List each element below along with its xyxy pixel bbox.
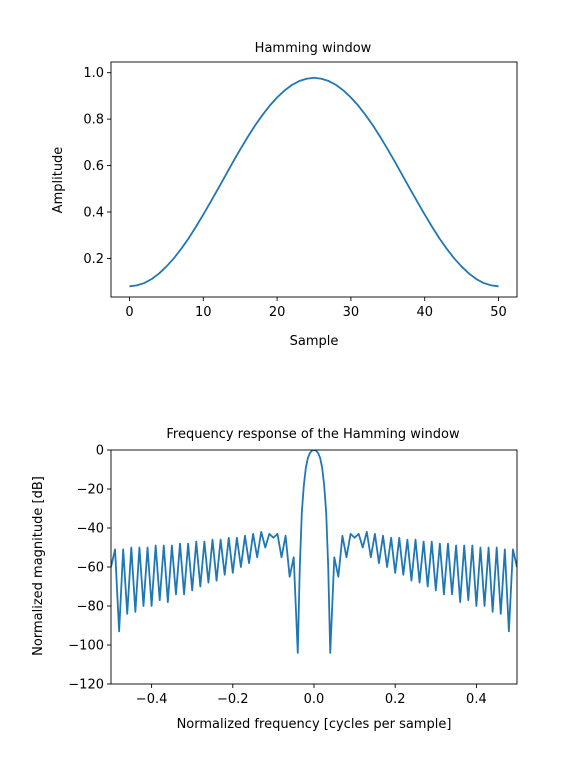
series-line	[129, 76, 499, 288]
y-tick-label: 0.8	[83, 113, 104, 128]
y-axis-label: Normalized magnitude [dB]	[31, 476, 46, 656]
y-tick-label: 0.6	[83, 159, 104, 174]
x-tick-label: −0.2	[217, 692, 249, 707]
plot-area	[111, 450, 517, 654]
frequency-response-chart: Frequency response of the Hamming window…	[31, 427, 518, 732]
series-line	[111, 450, 517, 654]
axes-frame	[110, 449, 518, 685]
y-axis: 0.2 0.4 0.6 0.8 1.0	[83, 66, 111, 267]
x-tick-label: 20	[269, 305, 286, 320]
chart-title: Hamming window	[255, 41, 372, 56]
axes-frame	[110, 61, 518, 298]
y-tick-label: −60	[77, 561, 104, 576]
hamming-window-chart: Hamming window 0 10 20 30 40 50 0.2 0.4 0.6 0.8 1…	[51, 41, 518, 349]
x-axis-label: Sample	[290, 334, 339, 349]
y-tick-label: 0.4	[83, 206, 104, 221]
y-tick-label: −100	[68, 639, 104, 654]
x-tick-label: 30	[343, 305, 360, 320]
y-axis: 0 −20 −40 −60 −80 −100 −120	[68, 444, 111, 693]
x-axis: −0.4 −0.2 0.0 0.2 0.4	[136, 684, 487, 707]
y-tick-label: −20	[77, 483, 104, 498]
x-tick-label: −0.4	[136, 692, 168, 707]
y-tick-label: 1.0	[83, 66, 104, 81]
x-tick-label: 10	[195, 305, 212, 320]
y-tick-label: −80	[77, 600, 104, 615]
chart-title: Frequency response of the Hamming window	[166, 427, 460, 442]
x-axis: 0 10 20 30 40 50	[125, 297, 507, 320]
x-tick-label: 0.2	[385, 692, 406, 707]
x-tick-label: 50	[490, 305, 507, 320]
x-axis-label: Normalized frequency [cycles per sample]	[177, 717, 452, 732]
x-tick-label: 0.4	[466, 692, 487, 707]
y-tick-label: 0	[96, 444, 104, 459]
x-tick-label: 40	[416, 305, 433, 320]
plot-area	[129, 76, 499, 288]
x-tick-label: 0.0	[304, 692, 325, 707]
x-tick-label: 0	[125, 305, 133, 320]
y-tick-label: 0.2	[83, 252, 104, 267]
y-axis-label: Amplitude	[51, 147, 66, 214]
y-tick-label: −40	[77, 522, 104, 537]
y-tick-label: −120	[68, 678, 104, 693]
